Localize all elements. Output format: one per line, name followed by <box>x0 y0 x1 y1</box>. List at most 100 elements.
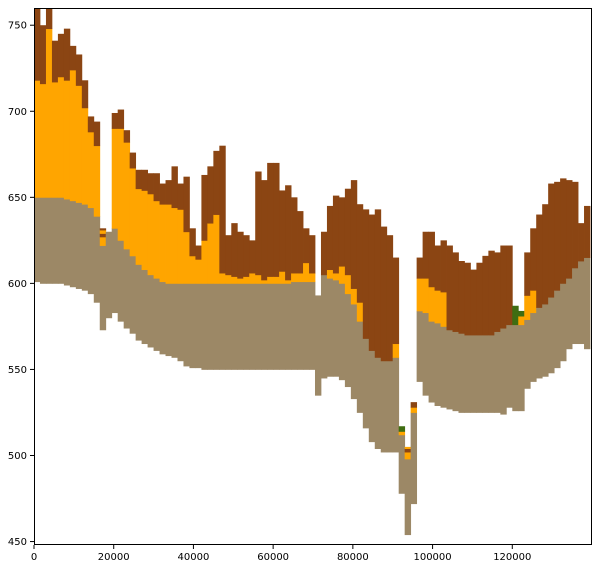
x-axis: 0 20000 40000 60000 80000 100000 120000 <box>31 545 531 563</box>
cell-middle-col-37-layer-1 <box>255 274 262 284</box>
cell-middle-col-62-layer-3 <box>404 446 412 450</box>
cell-middle-col-10-layer-1 <box>93 145 101 217</box>
cell-upper-col-59-layer-1 <box>386 235 394 362</box>
cell-upper-col-70-layer-1 <box>452 252 459 332</box>
cell-base-col-9-layer-0 <box>87 207 95 295</box>
cell-upper-col-66-layer-2 <box>428 231 435 288</box>
cell-base-col-16-layer-0 <box>129 255 137 334</box>
cell-upper-col-68-layer-2 <box>440 240 447 293</box>
cell-base-col-76-layer-0 <box>488 335 495 413</box>
cell-middle-col-68-layer-1 <box>440 291 447 327</box>
cell-base-col-53-layer-0 <box>350 304 358 400</box>
cell-middle-col-30-layer-1 <box>213 214 220 284</box>
y-tick-label-1: 500 <box>8 451 27 462</box>
cell-base-col-19-layer-0 <box>147 274 154 348</box>
cell-middle-col-22-layer-1 <box>165 204 172 284</box>
cell-middle-col-43-layer-1 <box>291 273 298 283</box>
y-tick-label-6: 750 <box>8 21 27 32</box>
cell-middle-col-63-layer-1 <box>410 407 418 413</box>
cell-base-col-10-layer-0 <box>93 216 101 303</box>
cell-middle-col-29-layer-1 <box>207 223 214 284</box>
cell-upper-col-73-layer-1 <box>470 269 477 336</box>
cell-base-col-84-layer-0 <box>536 307 543 379</box>
cell-upper-col-2-layer-2 <box>45 8 53 30</box>
cell-upper-col-16-layer-2 <box>129 152 137 169</box>
cell-upper-col-26-layer-2 <box>189 228 196 257</box>
cell-upper-col-37-layer-2 <box>255 171 262 276</box>
cell-base-col-34-layer-0 <box>237 283 244 370</box>
cell-upper-col-77-layer-1 <box>494 252 501 332</box>
cell-base-col-63-layer-0 <box>410 412 418 505</box>
cell-base-col-61-layer-0 <box>398 434 406 494</box>
cell-upper-col-44-layer-2 <box>297 211 304 274</box>
cell-base-col-83-layer-0 <box>530 312 537 382</box>
cell-upper-col-45-layer-2 <box>303 228 310 264</box>
y-tick-label-5: 700 <box>8 107 27 118</box>
cell-thin_green-col-81-layer-2 <box>518 310 525 317</box>
cell-base-col-41-layer-0 <box>279 283 286 370</box>
cell-base-col-15-layer-0 <box>123 248 131 329</box>
cell-middle-col-18-layer-1 <box>141 190 148 271</box>
x-tick-label-3: 60000 <box>257 552 289 563</box>
cell-middle-col-52-layer-1 <box>344 274 352 295</box>
cell-upper-col-85-layer-1 <box>542 204 549 305</box>
cell-base-col-82-layer-0 <box>524 319 531 389</box>
cell-base-col-69-layer-0 <box>446 329 453 410</box>
y-axis: 450 500 550 600 650 700 750 <box>8 21 34 548</box>
cell-base-col-20-layer-0 <box>153 278 160 351</box>
cell-base-col-7-layer-0 <box>75 202 83 289</box>
cell-upper-col-57-layer-1 <box>374 209 382 358</box>
cell-upper-col-34-layer-2 <box>237 231 244 279</box>
cell-middle-col-36-layer-1 <box>249 273 256 284</box>
cell-middle-col-34-layer-1 <box>237 278 244 284</box>
cell-base-col-70-layer-0 <box>452 331 459 412</box>
cell-base-col-81-layer-0 <box>518 324 525 412</box>
cell-upper-col-69-layer-1 <box>446 245 453 331</box>
cell-base-col-36-layer-0 <box>249 283 256 370</box>
plot-frame <box>34 8 592 545</box>
cell-middle-col-49-layer-1 <box>326 269 334 279</box>
cell-base-col-5-layer-0 <box>63 199 71 286</box>
cell-upper-col-21-layer-2 <box>159 183 166 205</box>
cell-upper-col-55-layer-1 <box>362 209 370 339</box>
x-tick-label-4: 80000 <box>337 552 369 563</box>
cell-upper-col-42-layer-2 <box>285 185 292 281</box>
cell-base-col-64-layer-0 <box>416 310 424 382</box>
cell-base-col-91-layer-0 <box>578 261 585 345</box>
cell-upper-col-88-layer-1 <box>560 178 567 284</box>
cell-middle-col-83-layer-1 <box>530 290 537 314</box>
cell-upper-col-90-layer-1 <box>572 181 579 269</box>
cell-upper-col-9-layer-2 <box>87 116 95 133</box>
cell-base-col-23-layer-0 <box>171 283 178 358</box>
cell-base-col-73-layer-0 <box>470 335 477 413</box>
cell-middle-col-82-layer-1 <box>524 295 531 320</box>
cell-upper-col-84-layer-1 <box>536 214 543 308</box>
cell-middle-col-28-layer-1 <box>201 240 208 284</box>
cell-base-col-33-layer-0 <box>231 283 238 370</box>
cell-middle-col-35-layer-1 <box>243 276 250 284</box>
cell-upper-col-53-layer-2 <box>350 180 358 289</box>
cell-base-col-13-layer-0 <box>111 228 119 314</box>
cell-upper-col-40-layer-2 <box>273 162 280 277</box>
cell-upper-col-31-layer-2 <box>219 145 226 274</box>
cell-base-col-46-layer-0 <box>309 281 316 370</box>
cell-upper-col-0-layer-2 <box>34 8 41 81</box>
cell-upper-col-33-layer-2 <box>231 223 238 277</box>
cell-middle-col-6-layer-1 <box>69 69 77 202</box>
cell-base-col-12-layer-0 <box>105 231 113 319</box>
cell-middle-col-61-layer-1 <box>398 431 406 436</box>
cell-base-col-3-layer-0 <box>51 197 59 284</box>
cell-base-col-32-layer-0 <box>225 283 232 370</box>
cell-upper-col-91-layer-1 <box>578 223 585 262</box>
cell-base-col-21-layer-0 <box>159 281 166 355</box>
x-tick-label-0: 0 <box>31 552 37 563</box>
cell-upper-col-15-layer-2 <box>123 130 131 143</box>
cell-base-col-1-layer-0 <box>39 197 47 284</box>
cell-middle-col-25-layer-1 <box>183 231 190 284</box>
cell-upper-col-22-layer-2 <box>165 180 172 205</box>
cell-upper-col-58-layer-1 <box>380 226 388 362</box>
cell-upper-col-35-layer-2 <box>243 235 250 277</box>
cell-middle-col-13-layer-1 <box>111 128 119 229</box>
y-tick-label-4: 650 <box>8 193 27 204</box>
